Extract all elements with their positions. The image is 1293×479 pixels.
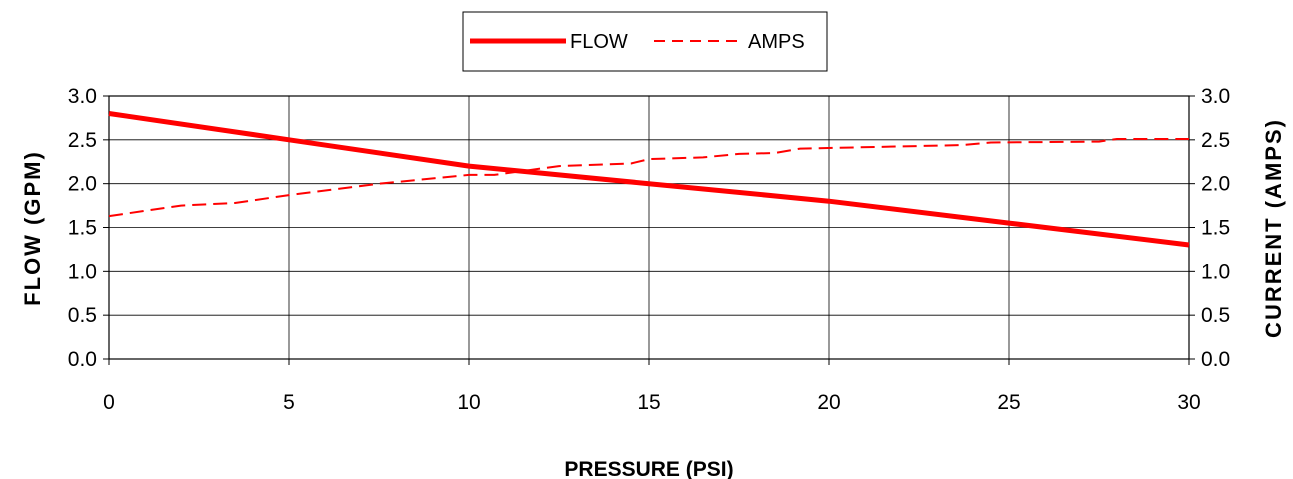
y-tick-label-left: 2.0 [68,173,97,196]
y-tick-label-left: 2.5 [68,129,97,152]
series-line-amps [108,138,1189,218]
x-tick-label: 30 [1177,391,1200,414]
x-axis-title: PRESSURE (PSI) [564,458,733,479]
axis-ticks: 0.0 0.5 1.0 1.5 2.0 2.5 3.0 0.0 0.5 1.0 1.5 2.0 2.5 3… [68,85,1230,414]
y-tick-label-right: 2.0 [1201,173,1230,196]
y-tick-label-right: 2.5 [1201,129,1230,152]
y-tick-label-left: 3.0 [68,85,97,108]
legend: FLOW AMPS [462,11,828,72]
y-tick-label-left: 1.0 [68,260,97,283]
x-tick-label: 0 [103,391,115,414]
legend-label-amps: AMPS [748,31,805,53]
series-lines [108,111,1190,248]
x-tick-label: 10 [457,391,480,414]
x-tick-label: 20 [817,391,840,414]
x-tick-label: 5 [283,391,295,414]
y-axis-title-right: CURRENT (AMPS) [1261,118,1286,338]
y-tick-label-left: 0.5 [68,304,97,327]
y-tick-label-right: 1.5 [1201,217,1230,240]
y-tick-label-right: 0.5 [1201,304,1230,327]
y-tick-label-right: 1.0 [1201,260,1230,283]
y-tick-label-left: 1.5 [68,217,97,240]
y-tick-label-right: 0.0 [1201,348,1230,371]
y-axis-title-left: FLOW (GPM) [20,150,45,306]
legend-label-flow: FLOW [570,31,628,53]
y-tick-label-right: 3.0 [1201,85,1230,108]
y-tick-label-left: 0.0 [68,348,97,371]
x-tick-label: 15 [637,391,660,414]
x-tick-label: 25 [997,391,1020,414]
series-line-flow [108,111,1190,248]
